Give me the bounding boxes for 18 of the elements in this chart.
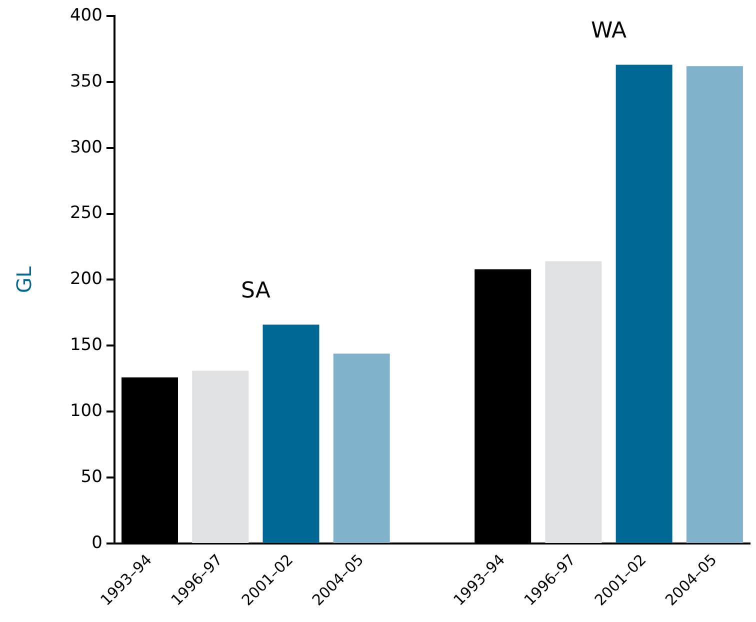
bar — [333, 354, 390, 543]
annotation: SA — [240, 278, 270, 304]
y-tick-label: 100 — [70, 401, 102, 422]
y-tick-label: 200 — [70, 269, 102, 290]
bar — [192, 370, 249, 543]
y-tick-label: 50 — [80, 466, 102, 487]
y-tick-label: 0 — [92, 532, 102, 553]
y-tick-label: 400 — [70, 5, 102, 26]
y-tick-label: 300 — [70, 137, 102, 158]
annotation: WA — [590, 18, 627, 44]
bar — [545, 261, 602, 543]
bar — [686, 66, 743, 543]
y-tick-label: 150 — [70, 335, 102, 356]
y-tick-label: 350 — [70, 71, 102, 92]
bar — [616, 64, 672, 543]
y-tick-label: 250 — [70, 203, 102, 224]
y-axis-title: GL — [12, 266, 36, 294]
bar — [262, 324, 320, 543]
